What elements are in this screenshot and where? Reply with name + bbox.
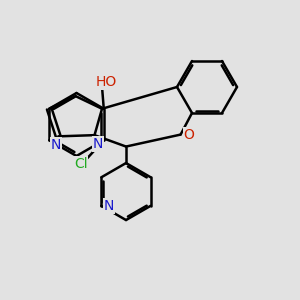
Text: Cl: Cl [74,157,88,171]
Text: N: N [93,136,103,151]
Text: N: N [104,199,114,213]
Text: N: N [51,138,61,152]
Text: O: O [184,128,194,142]
Text: HO: HO [95,75,116,89]
